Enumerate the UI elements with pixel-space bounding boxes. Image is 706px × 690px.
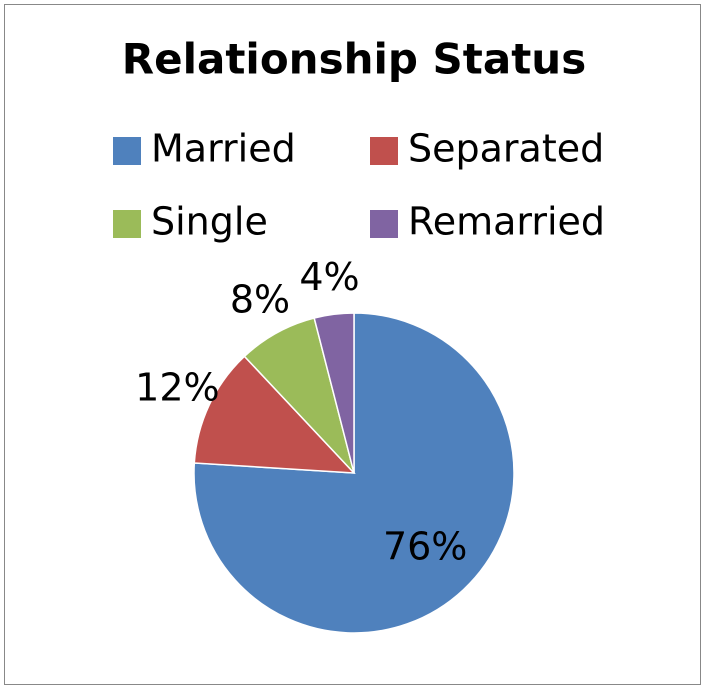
legend-swatch — [370, 137, 398, 165]
pie-slice — [193, 355, 356, 474]
legend-swatch — [113, 210, 141, 238]
data-label: 12% — [135, 365, 219, 409]
legend-text: Remarried — [408, 200, 605, 244]
data-label: 4% — [299, 255, 359, 299]
legend-text: Married — [151, 127, 296, 171]
data-label: 76% — [383, 524, 467, 568]
data-label: 8% — [230, 277, 290, 321]
legend-swatch — [370, 210, 398, 238]
legend-swatch — [113, 137, 141, 165]
legend-text: Separated — [408, 127, 604, 171]
legend-text: Single — [151, 200, 268, 244]
pie-slice — [313, 312, 355, 474]
chart-title: Relationship Status — [122, 35, 586, 84]
